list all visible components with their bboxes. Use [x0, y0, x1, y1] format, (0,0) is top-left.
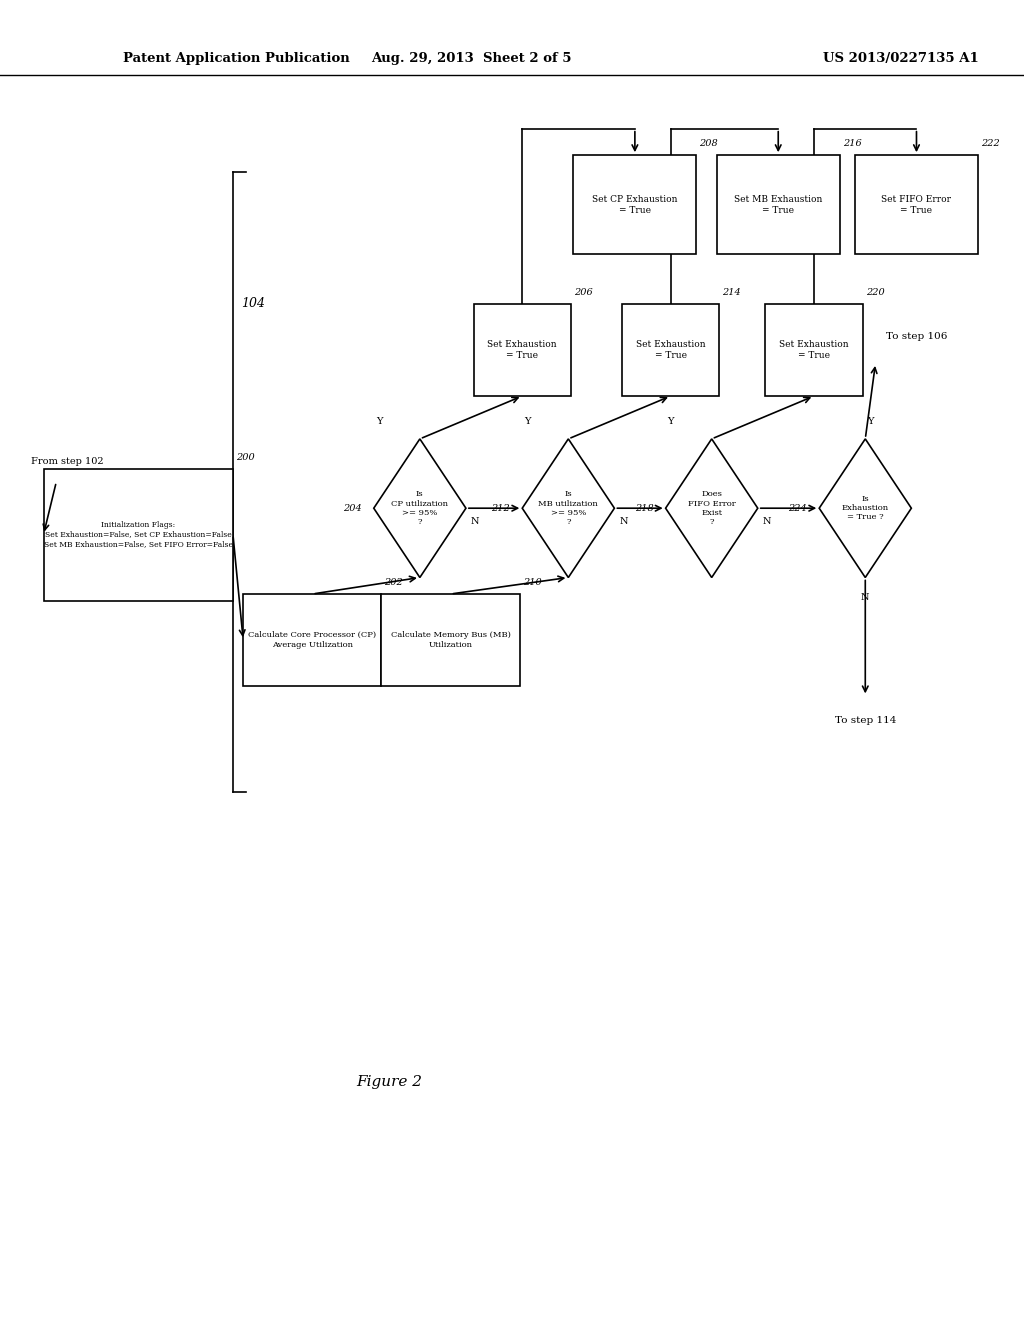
FancyBboxPatch shape	[623, 304, 719, 396]
Polygon shape	[522, 438, 614, 578]
Text: N: N	[861, 594, 869, 602]
Text: 224: 224	[788, 504, 807, 512]
Text: Y: Y	[668, 417, 674, 425]
Text: Y: Y	[867, 417, 873, 425]
Text: Aug. 29, 2013  Sheet 2 of 5: Aug. 29, 2013 Sheet 2 of 5	[371, 51, 571, 65]
Text: N: N	[620, 517, 628, 525]
Text: From step 102: From step 102	[31, 458, 103, 466]
Text: 218: 218	[635, 504, 653, 512]
Text: Set MB Exhaustion
= True: Set MB Exhaustion = True	[734, 194, 822, 215]
Polygon shape	[819, 438, 911, 578]
Text: 222: 222	[981, 140, 999, 149]
Text: 204: 204	[343, 504, 361, 512]
Text: Y: Y	[376, 417, 382, 425]
FancyBboxPatch shape	[473, 304, 571, 396]
Text: 202: 202	[385, 578, 403, 587]
FancyBboxPatch shape	[766, 304, 862, 396]
Polygon shape	[666, 438, 758, 578]
Text: US 2013/0227135 A1: US 2013/0227135 A1	[823, 51, 979, 65]
Text: Set Exhaustion
= True: Set Exhaustion = True	[779, 339, 849, 360]
FancyBboxPatch shape	[244, 594, 381, 686]
Text: Is
CP utilization
>= 95%
?: Is CP utilization >= 95% ?	[391, 491, 449, 525]
FancyBboxPatch shape	[381, 594, 520, 686]
Text: Patent Application Publication: Patent Application Publication	[123, 51, 349, 65]
Text: N: N	[763, 517, 771, 525]
Text: 216: 216	[843, 140, 861, 149]
Text: 210: 210	[523, 578, 542, 587]
Text: Calculate Core Processor (CP)
Average Utilization: Calculate Core Processor (CP) Average Ut…	[248, 631, 377, 649]
Text: Calculate Memory Bus (MB)
Utilization: Calculate Memory Bus (MB) Utilization	[390, 631, 511, 649]
Text: Figure 2: Figure 2	[356, 1076, 422, 1089]
Text: N: N	[471, 517, 479, 525]
FancyBboxPatch shape	[855, 156, 978, 253]
Text: Set FIFO Error
= True: Set FIFO Error = True	[882, 194, 951, 215]
Text: To step 106: To step 106	[886, 333, 947, 341]
Text: Is
MB utilization
>= 95%
?: Is MB utilization >= 95% ?	[539, 491, 598, 525]
FancyBboxPatch shape	[44, 469, 233, 601]
FancyBboxPatch shape	[717, 156, 840, 253]
Text: 214: 214	[723, 288, 741, 297]
Text: 206: 206	[573, 288, 593, 297]
Text: 208: 208	[699, 140, 718, 149]
FancyBboxPatch shape	[573, 156, 696, 253]
Text: Y: Y	[524, 417, 530, 425]
Text: Initialization Flags:
Set Exhaustion=False, Set CP Exhaustion=False
Set MB Exhau: Initialization Flags: Set Exhaustion=Fal…	[44, 521, 232, 548]
Text: 200: 200	[236, 453, 255, 462]
Polygon shape	[374, 438, 466, 578]
Text: To step 114: To step 114	[835, 715, 896, 725]
Text: Does
FIFO Error
Exist
?: Does FIFO Error Exist ?	[688, 491, 735, 525]
Text: Set Exhaustion
= True: Set Exhaustion = True	[487, 339, 557, 360]
Text: Is
Exhaustion
= True ?: Is Exhaustion = True ?	[842, 495, 889, 521]
Text: Set CP Exhaustion
= True: Set CP Exhaustion = True	[592, 194, 678, 215]
Text: 212: 212	[492, 504, 510, 512]
Text: Set Exhaustion
= True: Set Exhaustion = True	[636, 339, 706, 360]
Text: 220: 220	[866, 288, 885, 297]
Text: 104: 104	[241, 297, 264, 310]
